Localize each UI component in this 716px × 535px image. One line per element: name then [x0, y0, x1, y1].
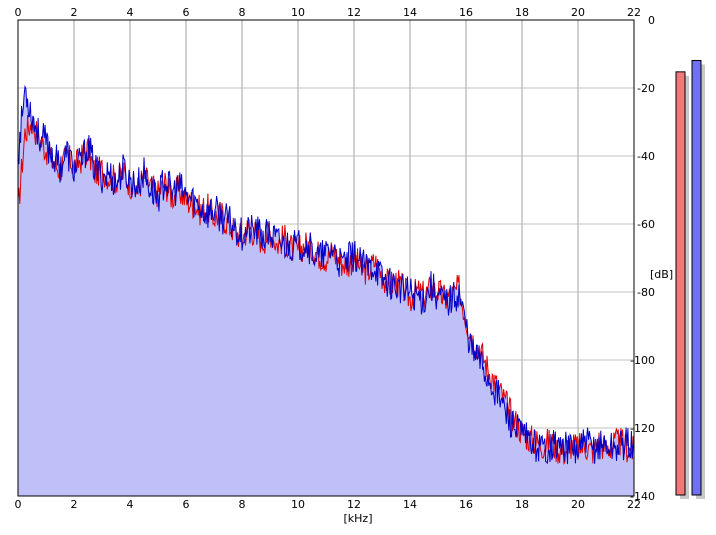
y-tick-label: 0	[648, 14, 655, 27]
x-tick-label-bottom: 2	[71, 498, 78, 511]
y-tick-label: -60	[637, 218, 655, 231]
spectrum-area	[18, 86, 634, 496]
x-tick-label-top: 22	[627, 6, 641, 19]
x-tick-label-bottom: 10	[291, 498, 305, 511]
x-tick-label-top: 16	[459, 6, 473, 19]
x-tick-label-top: 18	[515, 6, 529, 19]
x-tick-label-top: 6	[183, 6, 190, 19]
x-tick-label-bottom: 6	[183, 498, 190, 511]
x-tick-label-top: 0	[15, 6, 22, 19]
plot-frame	[17, 19, 635, 497]
level-meters	[675, 59, 705, 499]
x-tick-label-bottom: 18	[515, 498, 529, 511]
x-tick-label-top: 8	[239, 6, 246, 19]
x-tick-label-bottom: 14	[403, 498, 417, 511]
y-tick-label: -20	[637, 82, 655, 95]
x-tick-label-bottom: 20	[571, 498, 585, 511]
x-tick-label-bottom: 0	[15, 498, 22, 511]
x-axis-unit-label: [kHz]	[344, 512, 373, 525]
y-tick-label: -100	[630, 354, 655, 367]
x-tick-label-top: 10	[291, 6, 305, 19]
left-level-meter	[675, 71, 686, 496]
y-tick-label: -120	[630, 422, 655, 435]
x-tick-label-top: 14	[403, 6, 417, 19]
x-tick-label-top: 12	[347, 6, 361, 19]
x-tick-labels-bottom: 0 2 4 6 8 10 12 14 16 18 20 22	[15, 498, 642, 511]
x-tick-label-top: 20	[571, 6, 585, 19]
x-tick-label-bottom: 8	[239, 498, 246, 511]
series-line-blue	[17, 84, 635, 465]
x-tick-label-top: 4	[127, 6, 134, 19]
y-tick-label: -140	[630, 490, 655, 503]
series-line-red	[17, 114, 635, 466]
x-tick-label-bottom: 22	[627, 498, 641, 511]
right-level-meter	[691, 59, 702, 496]
x-tick-label-bottom: 4	[127, 498, 134, 511]
x-tick-label-bottom: 16	[459, 498, 473, 511]
y-axis-unit-label: [dB]	[650, 268, 673, 281]
x-tick-label-bottom: 12	[347, 498, 361, 511]
y-tick-label: -40	[637, 150, 655, 163]
y-tick-label: -80	[637, 286, 655, 299]
x-tick-labels-top: 0 2 4 6 8 10 12 14 16 18 20 22	[15, 6, 642, 19]
y-tick-labels: 0 -20 -40 -60 -80 -100 -120 -140	[630, 14, 655, 503]
x-tick-label-top: 2	[71, 6, 78, 19]
